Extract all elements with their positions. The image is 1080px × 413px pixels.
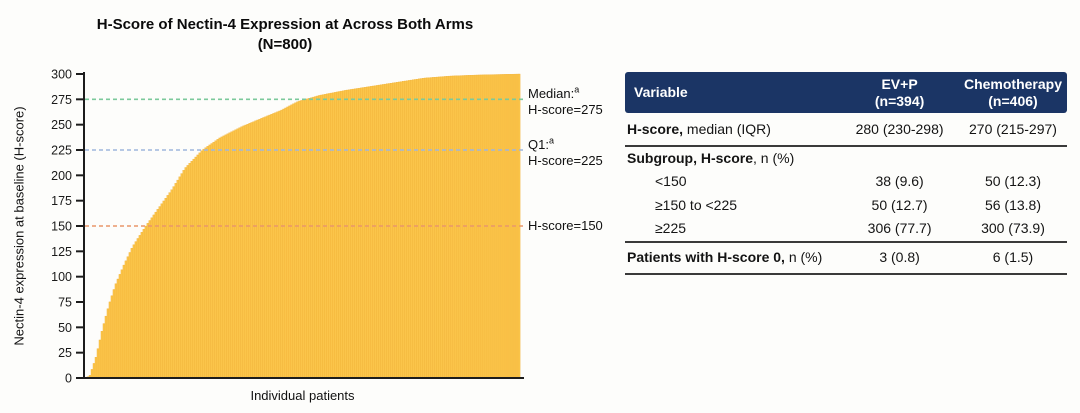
table-row-subgroup-ge225: ≥225 306 (77.7) 300 (73.9) — [625, 217, 1067, 243]
y-axis-ticks: 0 25 50 75 100 125 150 175 200 225 250 275 300 — [51, 68, 84, 386]
cell-evp-subgroup-header — [840, 146, 959, 171]
cell-chemo-subgroup-lt150: 50 (12.3) — [984, 173, 1041, 190]
chart-title-n: (N=800) — [257, 36, 313, 54]
cell-label-subgroup-header: Subgroup, H-score, n (%) — [627, 149, 795, 166]
results-table: Variable EV+P (n=394) Chemotherapy (n=40… — [625, 72, 1067, 276]
evp-arm-n: (n=394) — [874, 92, 925, 109]
cell-evp-subgroup-150to225: 50 (12.7) — [871, 196, 928, 213]
hscore-distribution-chart: 0 25 50 75 100 125 150 175 200 225 250 275 300 — [51, 68, 524, 386]
svg-text:25: 25 — [58, 346, 72, 360]
svg-text:275: 275 — [51, 93, 72, 107]
column-header-chemotherapy: Chemotherapy (n=406) — [958, 72, 1067, 114]
cell-evp-hscore-median: 280 (230-298) — [840, 113, 959, 147]
svg-text:50: 50 — [58, 321, 72, 335]
results-table-body: H-score, median (IQR) 280 (230-298) 270 (2… — [625, 113, 1067, 276]
cell-evp-subgroup-lt150: 38 (9.6) — [875, 173, 924, 190]
cell-chemo-subgroup-150to225: 56 (13.8) — [984, 196, 1041, 213]
table-row-hscore-zero: Patients with H-score 0, n (%) 3 (0.8) 6 (… — [625, 241, 1067, 276]
cell-chemo-hscore-median: 270 (215-297) — [958, 113, 1067, 147]
cell-label-subgroup-lt150: <150 — [655, 173, 687, 190]
chemo-arm-n: (n=406) — [988, 92, 1038, 109]
results-table-header: Variable EV+P (n=394) Chemotherapy (n=40… — [625, 72, 1067, 114]
cell-chemo-hscore-zero: 6 (1.5) — [958, 241, 1067, 276]
table-row-subgroup-lt150: <150 38 (9.6) 50 (12.3) — [625, 170, 1067, 194]
svg-text:200: 200 — [51, 169, 72, 183]
ref-line-label-cutoff-150: H-score=150 — [528, 218, 603, 233]
cell-chemo-subgroup-header — [959, 146, 1067, 171]
y-axis-label: Nectin-4 expression at baseline (H-score… — [11, 106, 27, 346]
cell-evp-hscore-zero: 3 (0.8) — [840, 241, 959, 276]
ref-line-label-q1: Q1:a H-score=225 — [528, 135, 603, 168]
cell-label-hscore-zero: Patients with H-score 0, n (%) — [625, 241, 841, 276]
svg-text:125: 125 — [51, 245, 72, 259]
cell-chemo-subgroup-ge225: 300 (73.9) — [958, 217, 1067, 243]
svg-text:225: 225 — [51, 144, 72, 158]
svg-text:0: 0 — [65, 372, 72, 386]
cell-evp-subgroup-ge225: 306 (77.7) — [840, 217, 959, 243]
header-row: Variable EV+P (n=394) Chemotherapy (n=40… — [625, 72, 1067, 114]
svg-text:300: 300 — [51, 68, 72, 82]
cell-label-hscore-median: H-score, median (IQR) — [625, 113, 841, 147]
table-row-subgroup-header: Subgroup, H-score, n (%) — [625, 146, 1067, 171]
column-header-variable: Variable — [625, 72, 841, 114]
chart-title-line1: H-Score of Nectin-4 Expression at Across… — [96, 16, 474, 33]
ref-line-label-median: Median:a H-score=275 — [528, 85, 603, 118]
table-row-subgroup-150to225: ≥150 to <225 50 (12.7) 56 (13.8) — [625, 194, 1067, 218]
chemo-arm-label: Chemotherapy — [963, 76, 1062, 92]
svg-text:75: 75 — [58, 296, 72, 310]
table-row-hscore-median: H-score, median (IQR) 280 (230-298) 270 (2… — [625, 113, 1067, 147]
evp-arm-label: EV+P — [881, 76, 918, 92]
svg-text:150: 150 — [51, 220, 72, 234]
svg-text:250: 250 — [51, 118, 72, 132]
cell-label-subgroup-ge225: ≥225 — [625, 217, 841, 243]
column-header-evp: EV+P (n=394) — [840, 72, 959, 114]
cell-label-subgroup-150to225: ≥150 to <225 — [655, 196, 738, 213]
svg-text:175: 175 — [51, 194, 72, 208]
svg-text:100: 100 — [51, 270, 72, 284]
chart-title: H-Score of Nectin-4 Expression at Across… — [70, 15, 500, 56]
x-axis-label: Individual patients — [250, 388, 355, 403]
